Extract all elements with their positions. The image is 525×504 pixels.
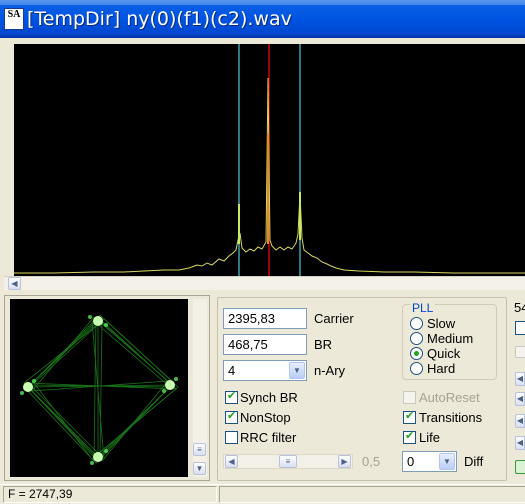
diff-value: 0 (407, 454, 415, 469)
status-panel-empty (219, 486, 525, 503)
autoreset-label: AutoReset (419, 390, 480, 405)
constellation-display (10, 299, 188, 477)
pll-label-hard: Hard (427, 361, 456, 376)
synch-br-label: Synch BR (240, 390, 298, 405)
spectrum-plot (14, 44, 525, 276)
nonstop-checkbox[interactable] (225, 409, 238, 424)
constellation-point-left (23, 382, 33, 392)
spectrum-scrollbar[interactable]: ◀ (4, 276, 525, 290)
right-partial-checkbox[interactable] (515, 321, 525, 335)
nary-value: 4 (228, 363, 236, 378)
pll-group (402, 304, 497, 380)
pll-radio-hard[interactable] (410, 362, 423, 375)
nary-select[interactable]: 4 ▼ (223, 360, 307, 381)
slider-value: 0,5 (362, 454, 381, 469)
constellation-scrollbar[interactable]: ≡ ▼ (193, 299, 207, 477)
scroll-left-icon[interactable]: ◀ (8, 277, 21, 290)
right-arrow-button-1[interactable]: ◀ (515, 372, 525, 386)
pll-label-medium: Medium (427, 331, 474, 346)
pll-radio-quick[interactable] (410, 347, 423, 360)
transitions-checkbox[interactable] (403, 409, 416, 424)
life-label: Life (419, 430, 440, 445)
scroll-thumb[interactable]: ≡ (193, 443, 206, 456)
pll-radio-medium[interactable] (410, 332, 423, 345)
nonstop-label: NonStop (240, 410, 291, 425)
br-input[interactable]: 468,75 (223, 334, 307, 355)
spectrum-trace (14, 77, 525, 274)
right-arrow-button-3[interactable]: ◀ (515, 414, 525, 428)
slider-left-icon[interactable]: ◀ (225, 455, 238, 468)
pll-label-quick: Quick (427, 346, 461, 361)
spectrum-display[interactable] (14, 44, 525, 276)
constellation-plot (20, 314, 179, 465)
rrc-slider[interactable]: ◀ ≡ ▶ (223, 454, 353, 469)
chevron-down-icon[interactable]: ▼ (289, 362, 305, 379)
pll-legend: PLL (410, 301, 436, 315)
slider-right-icon[interactable]: ▶ (338, 455, 351, 468)
pll-label-slow: Slow (427, 316, 456, 331)
life-checkbox[interactable] (403, 429, 416, 444)
autoreset-checkbox[interactable] (403, 391, 416, 404)
carrier-input[interactable]: 2395,83 (223, 308, 307, 329)
right-partial-label: 54 (514, 300, 525, 315)
constellation-point-bottom (93, 452, 103, 462)
app-icon[interactable]: SA (4, 8, 24, 30)
diff-label: Diff (464, 454, 484, 469)
right-arrow-button-2[interactable]: ◀ (515, 392, 525, 406)
status-bar (0, 484, 525, 504)
right-partial-checkbox-disabled[interactable] (515, 346, 525, 358)
nary-label: n-Ary (314, 363, 346, 378)
scroll-down-icon[interactable]: ▼ (193, 462, 206, 475)
slider-thumb[interactable]: ≡ (279, 455, 297, 468)
constellation-point-top (93, 316, 103, 326)
rrc-filter-label: RRC filter (240, 430, 297, 445)
diff-select[interactable]: 0 ▼ (402, 451, 457, 472)
carrier-label: Carrier (314, 311, 354, 326)
right-arrow-button-4[interactable]: ◀ (515, 436, 525, 450)
right-status-indicator (515, 460, 525, 474)
rrc-filter-checkbox[interactable] (225, 431, 238, 444)
title-bar (0, 0, 525, 38)
window-title: [TempDir] ny(0)(f1)(c2).wav (27, 8, 292, 30)
transitions-label: Transitions (419, 410, 483, 425)
chevron-down-icon[interactable]: ▼ (439, 453, 455, 470)
app-icon-text: SA (7, 9, 21, 20)
title-bar-edge (0, 0, 525, 5)
pll-radio-slow[interactable] (410, 317, 423, 330)
br-label: BR (314, 337, 333, 352)
status-frequency: F = 2747,39 (3, 486, 217, 503)
constellation-point-right (165, 380, 175, 390)
synch-br-checkbox[interactable] (225, 389, 238, 404)
